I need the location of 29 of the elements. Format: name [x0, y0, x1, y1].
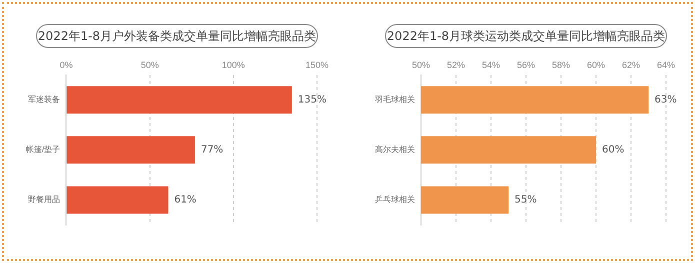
y-tick-label: 乒乓球相关: [375, 195, 415, 204]
y-tick-label: 羽毛球相关: [375, 95, 415, 104]
x-tick-label: 56%: [516, 60, 536, 70]
y-tick-label: 军迷装备: [28, 95, 60, 104]
x-tick-label: 62%: [622, 60, 640, 70]
y-tick-label: 野餐用品: [28, 195, 60, 204]
x-tick-label: 64%: [656, 60, 676, 70]
data-label: 55%: [514, 194, 537, 206]
bar: [66, 136, 195, 164]
bar: [66, 86, 292, 114]
y-tick-label: 高尔夫相关: [375, 145, 415, 154]
x-tick-label: 60%: [586, 60, 606, 70]
x-tick-label: 150%: [305, 60, 329, 70]
x-tick-label: 58%: [552, 60, 570, 70]
x-tick-label: 100%: [222, 60, 245, 70]
x-tick-label: 0%: [60, 60, 73, 70]
data-label: 77%: [200, 144, 224, 156]
x-tick-label: 50%: [140, 60, 159, 70]
data-label: 60%: [602, 144, 624, 156]
data-label: 61%: [174, 194, 196, 206]
chart-title: 2022年1-8月户外装备类成交单量同比增幅亮眼品类: [36, 24, 318, 48]
y-tick-label: 帐篷/垫子: [26, 145, 60, 154]
data-label: 135%: [298, 94, 327, 106]
bar: [66, 186, 168, 214]
x-tick-label: 54%: [482, 60, 500, 70]
data-label: 63%: [654, 94, 677, 106]
x-tick-label: 50%: [412, 60, 430, 70]
chart-title: 2022年1-8月球类运动类成交单量同比增幅亮眼品类: [385, 24, 667, 48]
x-tick-label: 52%: [446, 60, 466, 70]
